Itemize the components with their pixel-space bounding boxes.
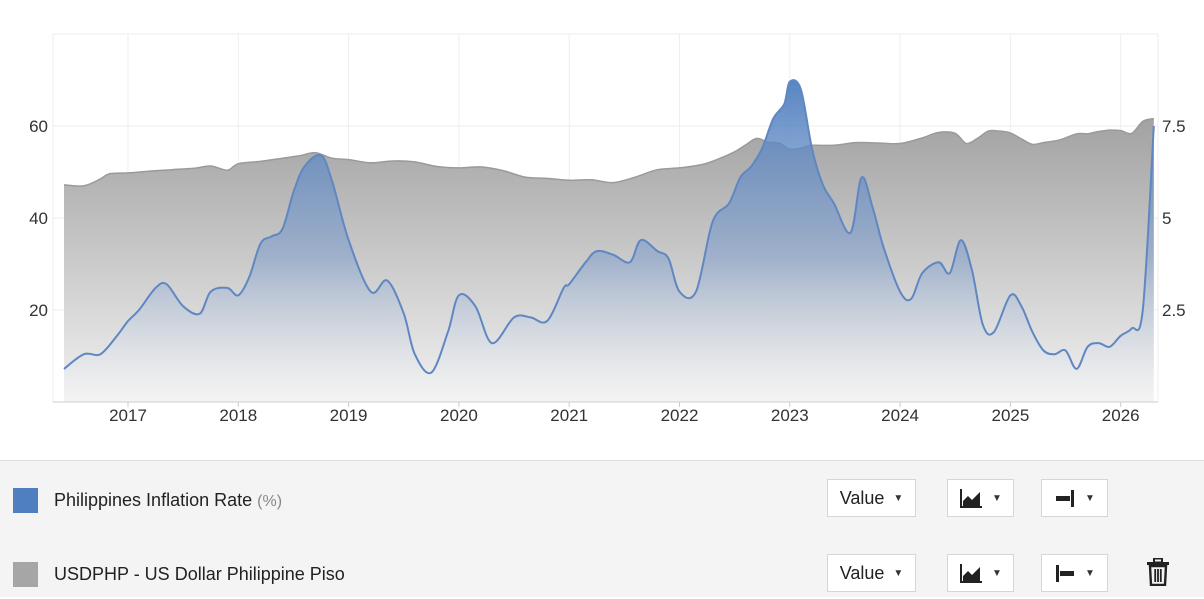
x-tick-label: 2022 bbox=[661, 406, 699, 425]
usdphp-value-dropdown[interactable]: Value ▼ bbox=[827, 554, 916, 592]
inflation-unit: (%) bbox=[257, 493, 283, 510]
inflation-label-text: Philippines Inflation Rate bbox=[54, 490, 253, 510]
x-tick-label: 2019 bbox=[330, 406, 368, 425]
right-y-tick-label: 2.5 bbox=[1162, 301, 1186, 320]
inflation-area bbox=[64, 80, 1154, 402]
chevron-down-icon: ▼ bbox=[893, 567, 904, 579]
inflation-color-swatch bbox=[13, 488, 38, 513]
x-tick-label: 2026 bbox=[1102, 406, 1140, 425]
right-y-tick-label: 5 bbox=[1162, 209, 1171, 228]
chevron-down-icon: ▼ bbox=[1085, 492, 1095, 504]
x-tick-label: 2021 bbox=[550, 406, 588, 425]
usdphp-value-label: Value bbox=[839, 562, 885, 583]
usdphp-series-label: USDPHP - US Dollar Philippine Piso bbox=[54, 564, 345, 585]
x-tick-label: 2024 bbox=[881, 406, 919, 425]
inflation-line bbox=[63, 79, 1155, 375]
x-tick-label: 2017 bbox=[109, 406, 147, 425]
chevron-down-icon: ▼ bbox=[992, 492, 1002, 504]
axis-layer: 2017 2018 2019 2020 2021 2022 2023 2024 2025 2026… bbox=[29, 117, 1186, 425]
trash-icon[interactable] bbox=[1146, 558, 1170, 586]
usdphp-chart-type-dropdown[interactable]: ▼ bbox=[947, 554, 1014, 592]
usdphp-color-swatch bbox=[13, 562, 38, 587]
legend-row-usdphp: USDPHP - US Dollar Philippine Piso Value… bbox=[0, 549, 1204, 599]
inflation-chart-type-dropdown[interactable]: ▼ bbox=[947, 479, 1014, 517]
left-axis-icon bbox=[1056, 565, 1075, 582]
left-y-tick-label: 40 bbox=[29, 209, 48, 228]
x-tick-label: 2025 bbox=[991, 406, 1029, 425]
chart-svg: 2017 2018 2019 2020 2021 2022 2023 2024 2025 2026… bbox=[29, 33, 1186, 425]
area-chart-icon bbox=[960, 564, 983, 583]
x-tick-label: 2018 bbox=[219, 406, 257, 425]
area-layer bbox=[63, 79, 1155, 402]
chevron-down-icon: ▼ bbox=[992, 567, 1002, 579]
area-chart-icon bbox=[960, 489, 983, 508]
inflation-axis-dropdown[interactable]: ▼ bbox=[1041, 479, 1108, 517]
chevron-down-icon: ▼ bbox=[893, 492, 904, 504]
usdphp-axis-dropdown[interactable]: ▼ bbox=[1041, 554, 1108, 592]
x-tick-label: 2023 bbox=[771, 406, 809, 425]
legend-row-inflation: Philippines Inflation Rate (%) Value ▼ ▼ … bbox=[0, 475, 1204, 525]
legend-panel: Philippines Inflation Rate (%) Value ▼ ▼ … bbox=[0, 460, 1204, 597]
chart-area: 2017 2018 2019 2020 2021 2022 2023 2024 2025 2026… bbox=[29, 33, 1186, 425]
chevron-down-icon: ▼ bbox=[1085, 567, 1095, 579]
right-y-tick-label: 7.5 bbox=[1162, 117, 1186, 136]
inflation-value-dropdown[interactable]: Value ▼ bbox=[827, 479, 916, 517]
inflation-series-label: Philippines Inflation Rate (%) bbox=[54, 490, 282, 511]
left-y-tick-label: 60 bbox=[29, 117, 48, 136]
x-tick-label: 2020 bbox=[440, 406, 478, 425]
inflation-value-label: Value bbox=[839, 487, 885, 508]
usdphp-line bbox=[63, 117, 1155, 187]
left-y-tick-label: 20 bbox=[29, 301, 48, 320]
right-axis-icon bbox=[1056, 490, 1075, 507]
usdphp-label-text: USDPHP - US Dollar Philippine Piso bbox=[54, 564, 345, 584]
